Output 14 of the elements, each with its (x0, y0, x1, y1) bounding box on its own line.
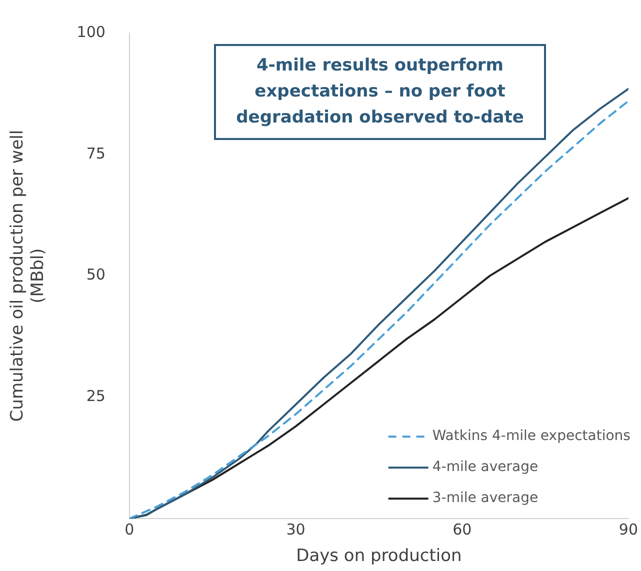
y-axis-title: Cumulative oil production per well (MBbl) (8, 130, 48, 422)
y-tick-label: 75 (86, 144, 106, 162)
x-tick-label: 30 (286, 520, 306, 538)
x-tick-label: 0 (124, 520, 134, 538)
x-tick-label: 60 (452, 520, 472, 538)
x-tick-label: 90 (618, 520, 638, 538)
x-axis-title: Days on production (296, 546, 462, 566)
legend-label: Watkins 4-mile expectations (432, 428, 630, 444)
annotation: 4-mile results outperform expectations – no per foot degradation observed to-date (236, 55, 524, 128)
y-tick-label: 100 (76, 22, 106, 41)
y-tick-label: 25 (86, 387, 106, 406)
legend-label: 3-mile average (432, 490, 538, 506)
y-tick-label: 50 (86, 266, 106, 284)
legend-label: 4-mile average (432, 459, 538, 476)
